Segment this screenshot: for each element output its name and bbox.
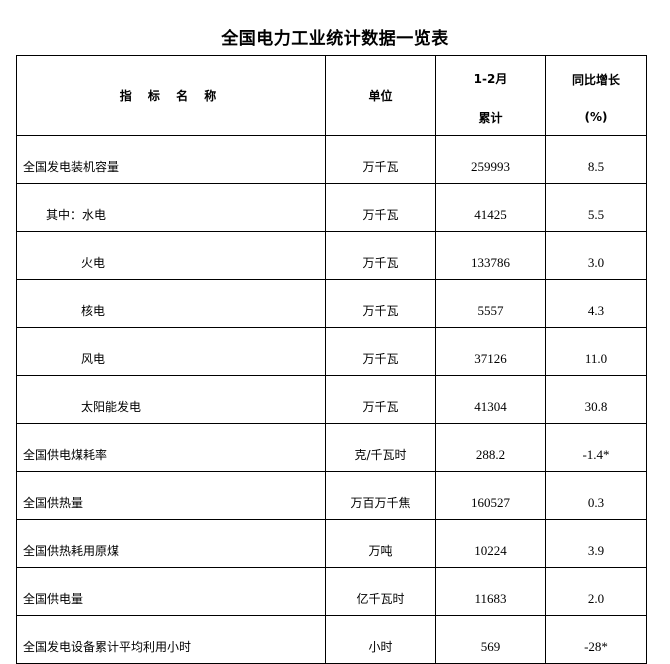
header-name: 指 标 名 称 bbox=[16, 55, 326, 136]
unit-cell: 万百万千焦 bbox=[325, 471, 436, 520]
indicator-name-cell: 全国发电设备累计平均利用小时 bbox=[16, 615, 326, 664]
table-row: 风电 万千瓦 37126 11.0 bbox=[16, 327, 647, 376]
table-header-row: 指 标 名 称 单位 1-2月 累计 同比增长 (%) bbox=[16, 55, 647, 136]
statistics-table: 指 标 名 称 单位 1-2月 累计 同比增长 (%) 全国发电装机容量 万千瓦 2… bbox=[16, 55, 647, 664]
indicator-name-cell: 全国供热耗用原煤 bbox=[16, 519, 326, 568]
indicator-name-cell: 火电 bbox=[16, 231, 326, 280]
table-row: 太阳能发电 万千瓦 41304 30.8 bbox=[16, 375, 647, 424]
unit-cell: 万千瓦 bbox=[325, 279, 436, 328]
growth-cell: 8.5 bbox=[545, 135, 647, 184]
table-row: 核电 万千瓦 5557 4.3 bbox=[16, 279, 647, 328]
unit-cell: 万千瓦 bbox=[325, 327, 436, 376]
growth-cell: 5.5 bbox=[545, 183, 647, 232]
header-growth: 同比增长 (%) bbox=[545, 55, 647, 136]
growth-cell: 4.3 bbox=[545, 279, 647, 328]
unit-cell: 万千瓦 bbox=[325, 183, 436, 232]
table-row: 全国供热耗用原煤 万吨 10224 3.9 bbox=[16, 519, 647, 568]
growth-cell: 0.3 bbox=[545, 471, 647, 520]
growth-cell: 11.0 bbox=[545, 327, 647, 376]
header-period-line1: 1-2月 bbox=[473, 71, 508, 86]
unit-cell: 万吨 bbox=[325, 519, 436, 568]
cumulative-value-cell: 569 bbox=[435, 615, 546, 664]
header-name-label: 指 标 名 称 bbox=[119, 89, 223, 103]
table-row: 全国供电煤耗率 克/千瓦时 288.2 -1.4* bbox=[16, 423, 647, 472]
cumulative-value-cell: 41425 bbox=[435, 183, 546, 232]
indicator-name-cell: 核电 bbox=[16, 279, 326, 328]
growth-cell: 30.8 bbox=[545, 375, 647, 424]
cumulative-value-cell: 259993 bbox=[435, 135, 546, 184]
header-period: 1-2月 累计 bbox=[435, 55, 546, 136]
table-row: 其中：水电 万千瓦 41425 5.5 bbox=[16, 183, 647, 232]
cumulative-value-cell: 11683 bbox=[435, 567, 546, 616]
page-title: 全国电力工业统计数据一览表 bbox=[221, 29, 449, 49]
growth-cell: -1.4* bbox=[545, 423, 647, 472]
indicator-name-cell: 全国发电装机容量 bbox=[16, 135, 326, 184]
table-row: 全国供热量 万百万千焦 160527 0.3 bbox=[16, 471, 647, 520]
header-growth-line1: 同比增长 bbox=[571, 73, 620, 87]
indicator-name-cell: 其中：水电 bbox=[16, 183, 326, 232]
indicator-name-cell: 全国供电煤耗率 bbox=[16, 423, 326, 472]
header-growth-line2: (%) bbox=[584, 110, 608, 124]
cumulative-value-cell: 37126 bbox=[435, 327, 546, 376]
unit-cell: 万千瓦 bbox=[325, 375, 436, 424]
unit-cell: 克/千瓦时 bbox=[325, 423, 436, 472]
cumulative-value-cell: 10224 bbox=[435, 519, 546, 568]
table-row: 全国发电装机容量 万千瓦 259993 8.5 bbox=[16, 135, 647, 184]
cumulative-value-cell: 288.2 bbox=[435, 423, 546, 472]
unit-cell: 万千瓦 bbox=[325, 231, 436, 280]
indicator-name-cell: 风电 bbox=[16, 327, 326, 376]
cumulative-value-cell: 133786 bbox=[435, 231, 546, 280]
indicator-name-cell: 全国供电量 bbox=[16, 567, 326, 616]
cumulative-value-cell: 5557 bbox=[435, 279, 546, 328]
growth-cell: 3.9 bbox=[545, 519, 647, 568]
table-row: 全国发电设备累计平均利用小时 小时 569 -28* bbox=[16, 615, 647, 664]
cumulative-value-cell: 160527 bbox=[435, 471, 546, 520]
unit-cell: 万千瓦 bbox=[325, 135, 436, 184]
header-unit: 单位 bbox=[325, 55, 436, 136]
growth-cell: 3.0 bbox=[545, 231, 647, 280]
indicator-name-cell: 全国供热量 bbox=[16, 471, 326, 520]
indicator-name-cell: 太阳能发电 bbox=[16, 375, 326, 424]
growth-cell: 2.0 bbox=[545, 567, 647, 616]
cumulative-value-cell: 41304 bbox=[435, 375, 546, 424]
table-row: 全国供电量 亿千瓦时 11683 2.0 bbox=[16, 567, 647, 616]
header-period-line2: 累计 bbox=[478, 110, 503, 125]
table-row: 火电 万千瓦 133786 3.0 bbox=[16, 231, 647, 280]
unit-cell: 亿千瓦时 bbox=[325, 567, 436, 616]
growth-cell: -28* bbox=[545, 615, 647, 664]
unit-cell: 小时 bbox=[325, 615, 436, 664]
